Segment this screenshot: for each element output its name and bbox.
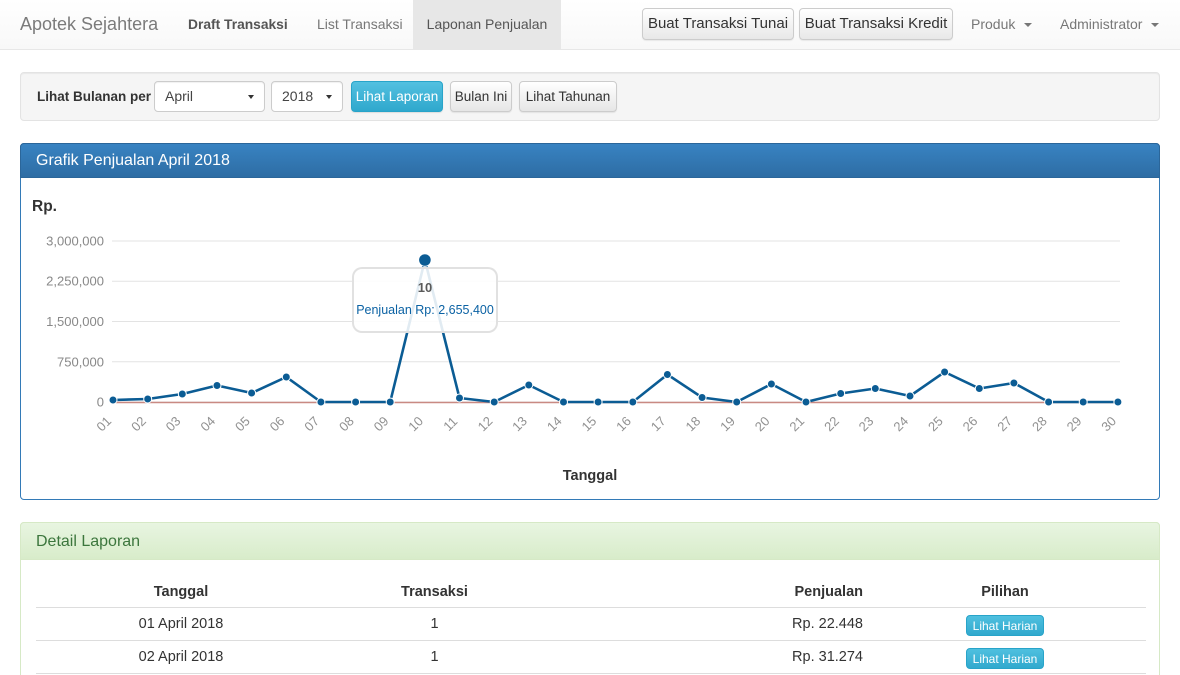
svg-text:24: 24 (890, 413, 911, 434)
svg-text:10: 10 (405, 413, 426, 434)
svg-text:11: 11 (440, 414, 460, 434)
svg-text:17: 17 (648, 413, 669, 434)
svg-text:1,500,000: 1,500,000 (46, 314, 104, 329)
svg-text:04: 04 (197, 413, 218, 434)
svg-text:01: 01 (93, 413, 114, 434)
svg-text:20: 20 (752, 413, 773, 434)
svg-text:05: 05 (232, 413, 253, 434)
svg-text:15: 15 (578, 413, 599, 434)
svg-text:28: 28 (1029, 413, 1050, 434)
svg-text:26: 26 (960, 413, 981, 434)
svg-text:23: 23 (856, 413, 877, 434)
svg-text:16: 16 (613, 413, 634, 434)
svg-text:03: 03 (163, 413, 184, 434)
svg-text:2,250,000: 2,250,000 (46, 274, 104, 289)
svg-text:25: 25 (925, 413, 946, 434)
svg-text:12: 12 (475, 413, 496, 434)
svg-text:30: 30 (1098, 413, 1119, 434)
svg-text:27: 27 (994, 413, 1015, 434)
svg-text:0: 0 (97, 395, 104, 410)
svg-text:22: 22 (821, 413, 842, 434)
svg-text:08: 08 (336, 413, 357, 434)
svg-text:19: 19 (717, 413, 738, 434)
svg-text:21: 21 (786, 413, 807, 434)
svg-text:07: 07 (301, 413, 322, 434)
svg-text:14: 14 (544, 413, 565, 434)
svg-text:750,000: 750,000 (57, 354, 104, 369)
svg-text:18: 18 (682, 413, 703, 434)
svg-text:29: 29 (1064, 413, 1085, 434)
svg-text:02: 02 (128, 413, 149, 434)
svg-text:09: 09 (371, 413, 392, 434)
svg-text:06: 06 (267, 413, 288, 434)
svg-text:13: 13 (509, 413, 530, 434)
svg-text:3,000,000: 3,000,000 (46, 234, 104, 249)
